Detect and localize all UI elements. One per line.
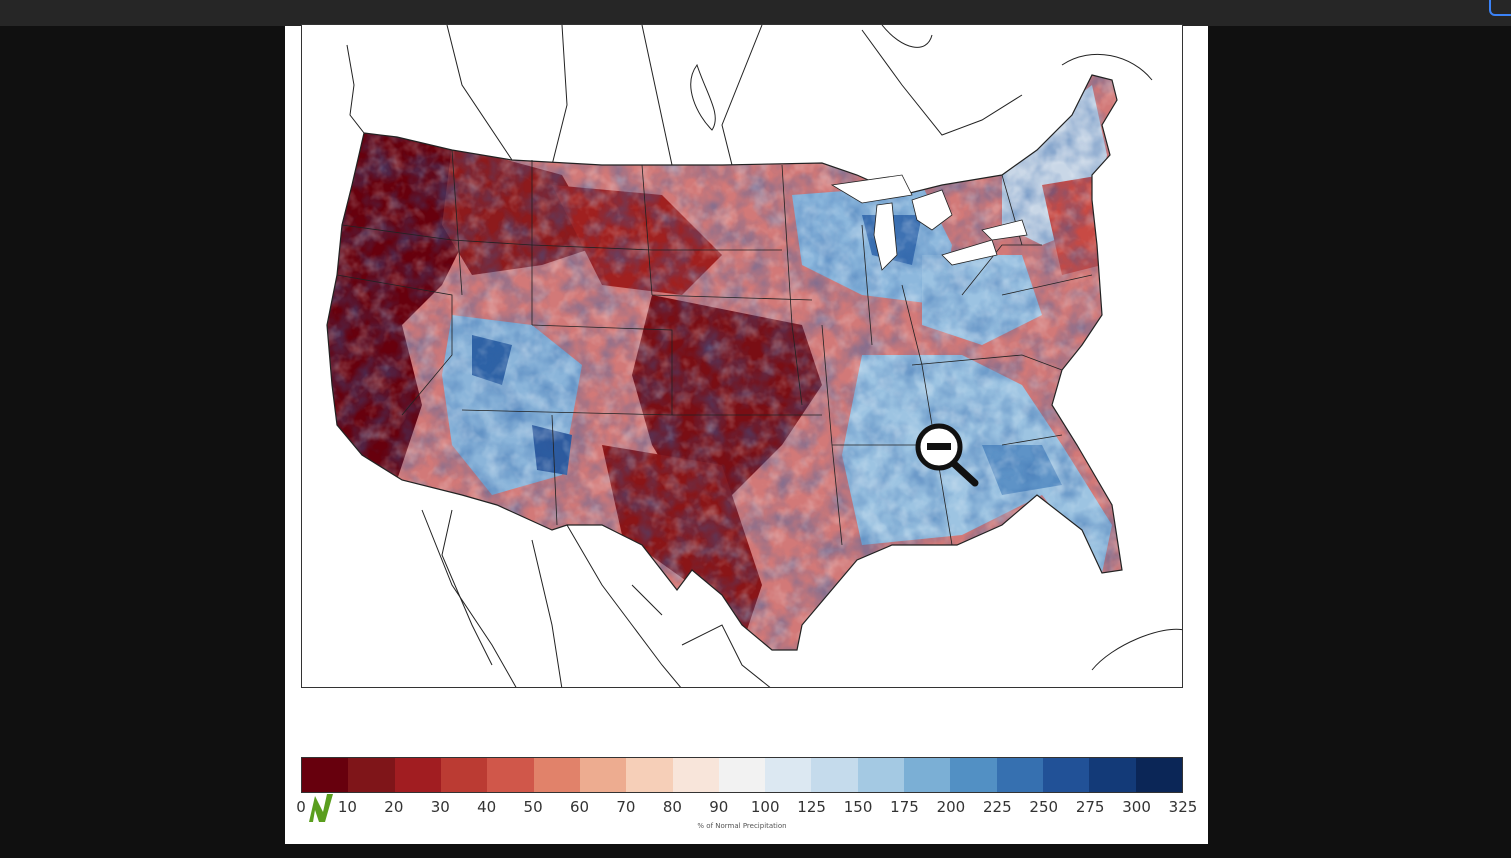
colorbar-tick-label: 20 <box>384 798 404 816</box>
colorbar-segment <box>857 758 905 792</box>
green-n-logo-icon <box>309 794 333 822</box>
colorbar-tick-label: 225 <box>982 798 1012 816</box>
zoom-out-magnifier-icon[interactable] <box>913 421 983 491</box>
basemap-outlines <box>346 25 1182 687</box>
colorbar-segment <box>996 758 1043 792</box>
colorbar-tick-label: 10 <box>337 798 357 816</box>
great-lakes <box>830 174 1028 271</box>
precipitation-figure: 0 10 20 30 40 50 60 70 80 90 100 125 150 175 200 225 250… <box>285 24 1208 844</box>
colorbar-label: % of Normal Precipitation <box>697 822 787 830</box>
colorbar-tick-label: 125 <box>797 798 826 816</box>
colorbar-segment <box>394 758 441 792</box>
colorbar-tick-label: 200 <box>936 798 966 816</box>
colorbar-tick-label: 70 <box>616 798 636 816</box>
colorbar-segment <box>626 758 673 792</box>
colorbar-segment <box>579 758 627 792</box>
colorbar-segment <box>348 758 395 792</box>
colorbar-tick-label: 50 <box>523 798 543 816</box>
colorbar <box>301 757 1183 793</box>
colorbar-tick-label: 80 <box>662 798 682 816</box>
colorbar-segment <box>811 758 858 792</box>
colorbar-segment <box>1089 758 1136 792</box>
colorbar-segment <box>1135 758 1182 792</box>
colorbar-segment <box>302 758 349 792</box>
precip-field <box>327 75 1122 650</box>
colorbar-tick-label: 90 <box>709 798 729 816</box>
colorbar-segment <box>904 758 951 792</box>
colorbar-tick-label: 300 <box>1122 798 1151 816</box>
colorbar-tick-label: 250 <box>1029 798 1059 816</box>
colorbar-segment <box>765 758 812 792</box>
colorbar-tick-label: 100 <box>750 798 780 816</box>
colorbar-tick-label: 40 <box>477 798 497 816</box>
window-control-button[interactable] <box>1489 0 1511 16</box>
colorbar-segment <box>487 758 534 792</box>
colorbar-tick-label: 0 <box>296 798 306 816</box>
colorbar-segment <box>440 758 488 792</box>
precipitation-map <box>326 25 1182 687</box>
colorbar-tick-label: 150 <box>843 798 873 816</box>
colorbar-segment <box>533 758 580 792</box>
colorbar-ticks: 0 10 20 30 40 50 60 70 80 90 100 125 150 175 200 225 250… <box>296 798 1197 818</box>
colorbar-tick-label: 60 <box>569 798 590 816</box>
colorbar-segment <box>672 758 719 792</box>
colorbar-segment <box>718 758 766 792</box>
colorbar-tick-label: 325 <box>1168 798 1198 816</box>
map-panel <box>301 24 1183 688</box>
top-bar <box>0 0 1511 26</box>
colorbar-tick-label: 175 <box>890 798 919 816</box>
state-borders <box>326 74 1123 651</box>
colorbar-tick-label: 275 <box>1075 798 1105 816</box>
colorbar-tick-label: 30 <box>430 798 450 816</box>
colorbar-segment <box>1043 758 1090 792</box>
colorbar-segment <box>950 758 997 792</box>
